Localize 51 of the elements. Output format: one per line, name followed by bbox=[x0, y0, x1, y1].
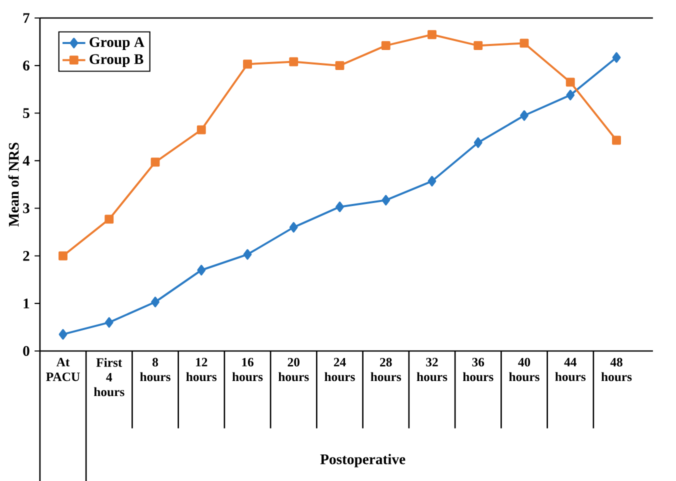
x-tick-label: 20 hours bbox=[278, 358, 309, 382]
point bbox=[520, 110, 528, 121]
x-tick-label: 24 hours bbox=[324, 358, 355, 382]
x-tick-label: At PACU bbox=[46, 358, 80, 382]
point bbox=[58, 329, 68, 340]
y-tick-label: 7 bbox=[23, 13, 30, 23]
y-tick-label: 5 bbox=[23, 108, 30, 118]
point bbox=[243, 249, 252, 260]
x-tick-label: First 4 hours bbox=[94, 358, 124, 396]
point bbox=[150, 158, 160, 167]
x-tick-label: 44 hours bbox=[555, 358, 586, 382]
point bbox=[612, 52, 621, 63]
point bbox=[566, 90, 575, 100]
point bbox=[381, 41, 390, 50]
point bbox=[566, 78, 575, 87]
point bbox=[104, 317, 114, 328]
point bbox=[474, 41, 483, 50]
y-axis-title: Mean of NRS bbox=[8, 142, 19, 227]
y-tick-label: 6 bbox=[23, 60, 30, 70]
point bbox=[289, 57, 298, 66]
legend-label: Group B bbox=[90, 54, 144, 68]
x-tick-label: 28 hours bbox=[370, 358, 402, 382]
y-tick-label: 2 bbox=[23, 251, 30, 261]
x-tick-label: 36 hours bbox=[462, 358, 494, 382]
point bbox=[612, 136, 621, 145]
x-tick-label: 16 hours bbox=[232, 358, 263, 382]
point bbox=[335, 61, 344, 70]
point bbox=[336, 202, 344, 212]
point bbox=[197, 264, 206, 276]
y-tick-label: 1 bbox=[24, 298, 30, 308]
legend-label: Group A bbox=[90, 37, 144, 50]
x-axis-title: Postoperative bbox=[320, 454, 406, 468]
x-tick-label: 8 hours bbox=[140, 358, 170, 382]
x-tick-label: 48 hours bbox=[601, 358, 632, 382]
y-tick-label: 3 bbox=[23, 203, 30, 214]
y-tick-label: 0 bbox=[23, 346, 30, 356]
x-tick-label: 40 hours bbox=[509, 358, 540, 382]
point bbox=[151, 296, 160, 308]
x-tick-label: 32 hours bbox=[416, 358, 448, 382]
y-tick-label: 4 bbox=[22, 156, 30, 166]
point bbox=[289, 222, 298, 233]
point bbox=[196, 125, 206, 134]
point bbox=[382, 194, 390, 206]
point bbox=[428, 30, 436, 40]
point bbox=[243, 60, 252, 69]
point bbox=[520, 38, 529, 48]
x-tick-label: 12 hours bbox=[186, 358, 217, 382]
point bbox=[474, 137, 482, 148]
point bbox=[428, 176, 436, 186]
point bbox=[58, 251, 68, 260]
point bbox=[104, 214, 114, 224]
